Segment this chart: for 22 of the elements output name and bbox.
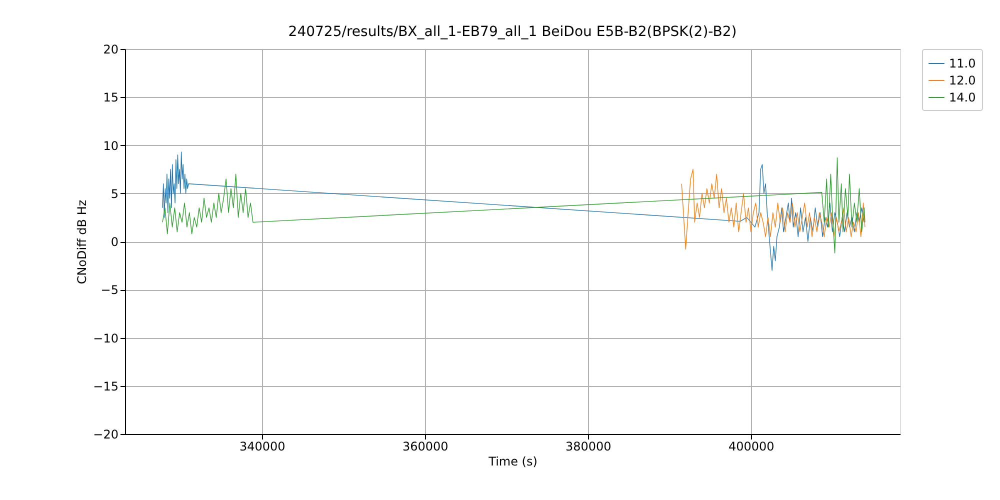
legend-label: 12.0 xyxy=(949,74,976,88)
y-tick-label: −5 xyxy=(100,283,118,298)
legend-label: 14.0 xyxy=(949,90,976,104)
line-series xyxy=(162,157,866,254)
line-series xyxy=(681,168,866,250)
y-tick-label: 20 xyxy=(103,42,118,56)
y-tick-label: 15 xyxy=(103,90,118,105)
x-tick-label: 380000 xyxy=(565,440,612,454)
x-tick-label: 360000 xyxy=(402,440,448,454)
y-tick-label: 10 xyxy=(103,138,118,153)
y-tick-label: 0 xyxy=(110,235,118,249)
y-tick-label: −15 xyxy=(93,379,118,394)
y-tick-label: −10 xyxy=(93,331,118,346)
x-axis-title: Time (s) xyxy=(488,454,538,468)
line-series xyxy=(162,152,864,271)
x-tick-label: 400000 xyxy=(728,440,774,454)
x-tick-label: 340000 xyxy=(240,440,286,454)
legend-label: 11.0 xyxy=(949,56,976,70)
y-tick-label: −20 xyxy=(93,428,118,442)
y-tick-label: 5 xyxy=(110,186,118,201)
chart-title: 240725/results/BX_all_1-EB79_all_1 BeiDou E5B-B2(BPSK(2)-B2) xyxy=(288,24,737,40)
y-axis-title: CNoDiff dB Hz xyxy=(75,200,90,284)
